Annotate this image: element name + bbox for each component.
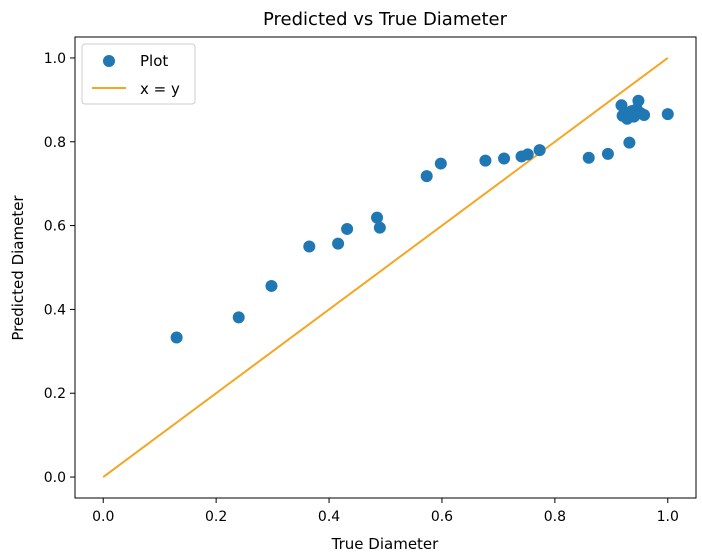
x-tick-label: 0.0 (92, 509, 114, 525)
legend-label-identity: x = y (140, 80, 180, 98)
identity-line (102, 57, 669, 478)
data-point (332, 237, 345, 250)
data-point (661, 108, 674, 121)
x-tick-label: 0.4 (318, 509, 340, 525)
chart-title: Predicted vs True Diameter (263, 9, 508, 30)
x-tick-label: 0.2 (205, 509, 227, 525)
y-tick-label: 0.6 (44, 219, 66, 235)
data-point (632, 94, 645, 107)
legend-label-plot: Plot (140, 52, 168, 70)
x-axis-ticks: 0.0 0.2 0.4 0.6 0.8 1.0 (92, 498, 679, 525)
x-tick-label: 0.8 (544, 509, 566, 525)
data-point (420, 170, 433, 183)
y-tick-label: 0.8 (44, 135, 66, 151)
data-points (170, 94, 674, 344)
x-axis-label: True Diameter (331, 535, 439, 553)
axes-frame (74, 36, 697, 499)
legend-marker-circle (103, 55, 115, 67)
data-point (265, 279, 278, 292)
data-point (373, 221, 386, 234)
y-tick-label: 0.4 (44, 302, 66, 318)
y-tick-label: 0.2 (44, 386, 66, 402)
data-point (434, 157, 447, 170)
x-tick-label: 0.6 (431, 509, 453, 525)
data-point (533, 144, 546, 157)
data-point (341, 222, 354, 235)
y-axis-label: Predicted Diameter (9, 195, 27, 341)
data-point (498, 152, 511, 165)
y-tick-label: 0.0 (44, 470, 66, 486)
data-point (521, 148, 534, 161)
data-point (479, 154, 492, 167)
data-point (601, 147, 614, 160)
data-point (623, 136, 636, 149)
y-tick-label: 1.0 (44, 51, 66, 67)
data-point (170, 331, 183, 344)
data-point (303, 240, 316, 253)
legend: Plot x = y (81, 43, 196, 105)
data-point (582, 151, 595, 164)
plot-area (102, 57, 674, 478)
x-tick-label: 1.0 (657, 509, 679, 525)
data-point (371, 211, 384, 224)
data-point (232, 311, 245, 324)
data-point (638, 108, 651, 121)
y-axis-ticks: 0.0 0.2 0.4 0.6 0.8 1.0 (44, 51, 75, 486)
